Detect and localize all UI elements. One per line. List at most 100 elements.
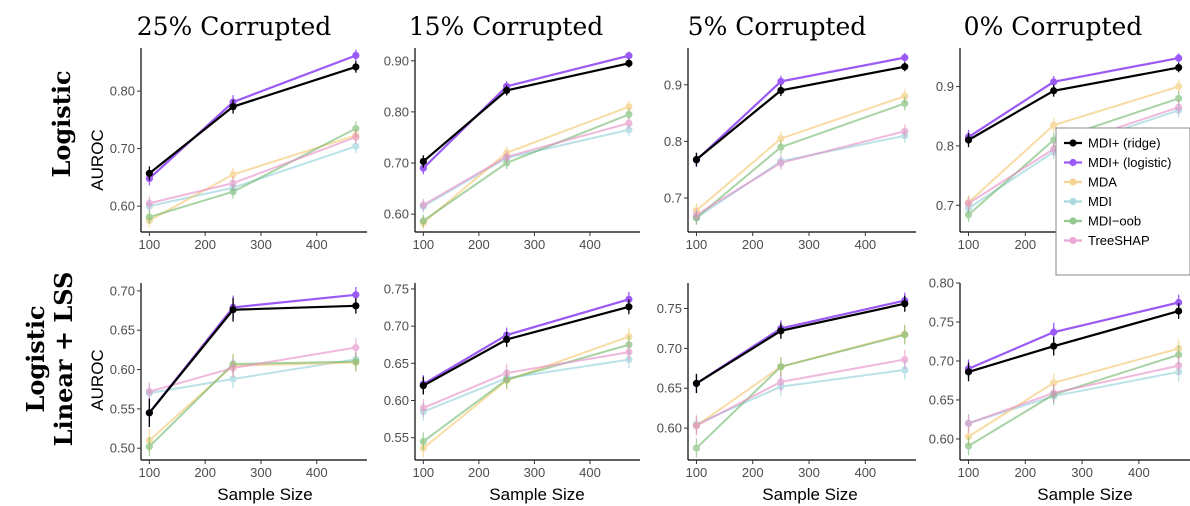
series-mdi-oob xyxy=(964,345,1183,456)
data-point xyxy=(1050,87,1058,95)
panel-r0-c2: 0.7 0.8 0.9 100 200 300 400 xyxy=(664,48,916,252)
data-point xyxy=(352,302,360,310)
x-tick-label: 400 xyxy=(306,465,328,480)
data-point xyxy=(1175,307,1183,315)
data-point xyxy=(1175,94,1183,103)
series-mdi xyxy=(692,128,909,225)
series-mdi-ridge- xyxy=(964,62,1183,148)
data-point xyxy=(352,291,360,299)
y-tick-label: 0.65 xyxy=(657,381,682,396)
x-tick-label: 100 xyxy=(412,465,434,480)
y-tick-label: 0.80 xyxy=(384,104,409,119)
data-point xyxy=(777,143,785,151)
series-line xyxy=(422,343,630,443)
data-point xyxy=(777,86,785,95)
x-tick-label: 400 xyxy=(854,237,876,252)
x-tick-label: 200 xyxy=(742,465,764,480)
series-mdi xyxy=(964,362,1183,433)
data-point xyxy=(901,366,909,374)
x-tick-label: 200 xyxy=(742,237,764,252)
x-tick-label: 300 xyxy=(524,465,546,480)
data-point xyxy=(1050,121,1058,129)
data-point xyxy=(692,444,701,452)
series-line xyxy=(968,353,1179,447)
panel-r1-c2: 0.60 0.65 0.70 0.75 100 200 300 400 xyxy=(657,283,916,480)
data-point xyxy=(1050,328,1058,336)
series-mda xyxy=(419,327,633,458)
series-mda xyxy=(145,353,360,453)
x-axis-title-col1: Sample Size xyxy=(217,485,312,504)
column-title-15: 15% Corrupted xyxy=(409,12,604,41)
legend-swatch-point xyxy=(1069,236,1077,245)
y-tick-label: 0.70 xyxy=(110,141,135,156)
y-tick-label: 0.65 xyxy=(384,356,409,371)
y-tick-label: 0.60 xyxy=(384,207,409,222)
legend-label: MDI−oob xyxy=(1088,214,1141,229)
x-tick-label: 300 xyxy=(798,465,820,480)
series-mdi-oob xyxy=(964,91,1183,222)
series-mdi-ridge- xyxy=(145,61,360,181)
series-line xyxy=(148,304,356,414)
x-tick-label: 400 xyxy=(306,237,328,252)
panel-r1-c3: 0.60 0.65 0.70 0.75 0.80 100 200 300 400 xyxy=(929,276,1190,480)
series-line xyxy=(695,134,905,219)
data-point xyxy=(419,382,427,390)
data-point xyxy=(901,54,909,62)
data-point xyxy=(692,422,701,430)
series-mdi-logistic- xyxy=(145,286,360,427)
legend-label: MDI+ (ridge) xyxy=(1088,136,1161,151)
series-mda xyxy=(419,100,633,229)
data-point xyxy=(1175,351,1183,359)
legend-item xyxy=(1064,236,1082,245)
data-point xyxy=(964,442,973,450)
y-tick-label: 0.80 xyxy=(929,276,954,291)
data-point xyxy=(692,211,701,219)
series-line xyxy=(968,364,1179,425)
data-point xyxy=(352,133,360,141)
y-tick-label: 0.9 xyxy=(664,77,682,92)
data-point xyxy=(1050,379,1058,387)
series-mdi-ridge- xyxy=(145,297,360,427)
y-tick-label: 0.60 xyxy=(657,421,682,436)
series-treeshap xyxy=(145,130,360,211)
data-point xyxy=(625,348,633,356)
data-point xyxy=(777,134,785,143)
data-point xyxy=(1175,82,1183,91)
data-point xyxy=(901,300,909,308)
y-tick-label: 0.60 xyxy=(929,431,954,446)
legend-label: TreeSHAP xyxy=(1088,233,1150,248)
data-point xyxy=(229,188,237,196)
legend-item xyxy=(1064,139,1082,147)
data-point xyxy=(692,155,701,164)
x-tick-label: 200 xyxy=(1014,465,1036,480)
data-point xyxy=(1050,342,1058,350)
data-point xyxy=(1050,78,1058,86)
x-tick-label: 400 xyxy=(1128,465,1150,480)
x-tick-label: 300 xyxy=(250,237,272,252)
x-axis-title-col2: Sample Size xyxy=(489,485,584,504)
data-point xyxy=(901,331,909,339)
x-tick-label: 400 xyxy=(579,237,601,252)
data-point xyxy=(1050,389,1058,397)
series-line xyxy=(695,130,905,216)
data-point xyxy=(625,119,633,127)
y-tick-label: 0.7 xyxy=(936,198,954,213)
data-point xyxy=(503,86,511,95)
y-tick-label: 0.7 xyxy=(664,191,682,206)
data-point xyxy=(229,306,237,314)
data-point xyxy=(901,127,909,135)
data-point xyxy=(625,303,633,311)
x-tick-label: 100 xyxy=(139,465,161,480)
legend-item xyxy=(1064,178,1082,186)
series-mdi xyxy=(692,360,909,434)
data-point xyxy=(145,443,153,451)
series-mdi-ridge- xyxy=(419,299,633,395)
y-tick-label: 0.60 xyxy=(110,199,135,214)
x-tick-label: 100 xyxy=(686,465,708,480)
data-point xyxy=(901,92,909,100)
data-point xyxy=(229,364,237,372)
series-mdi-logistic- xyxy=(145,49,360,186)
data-point xyxy=(352,142,360,150)
